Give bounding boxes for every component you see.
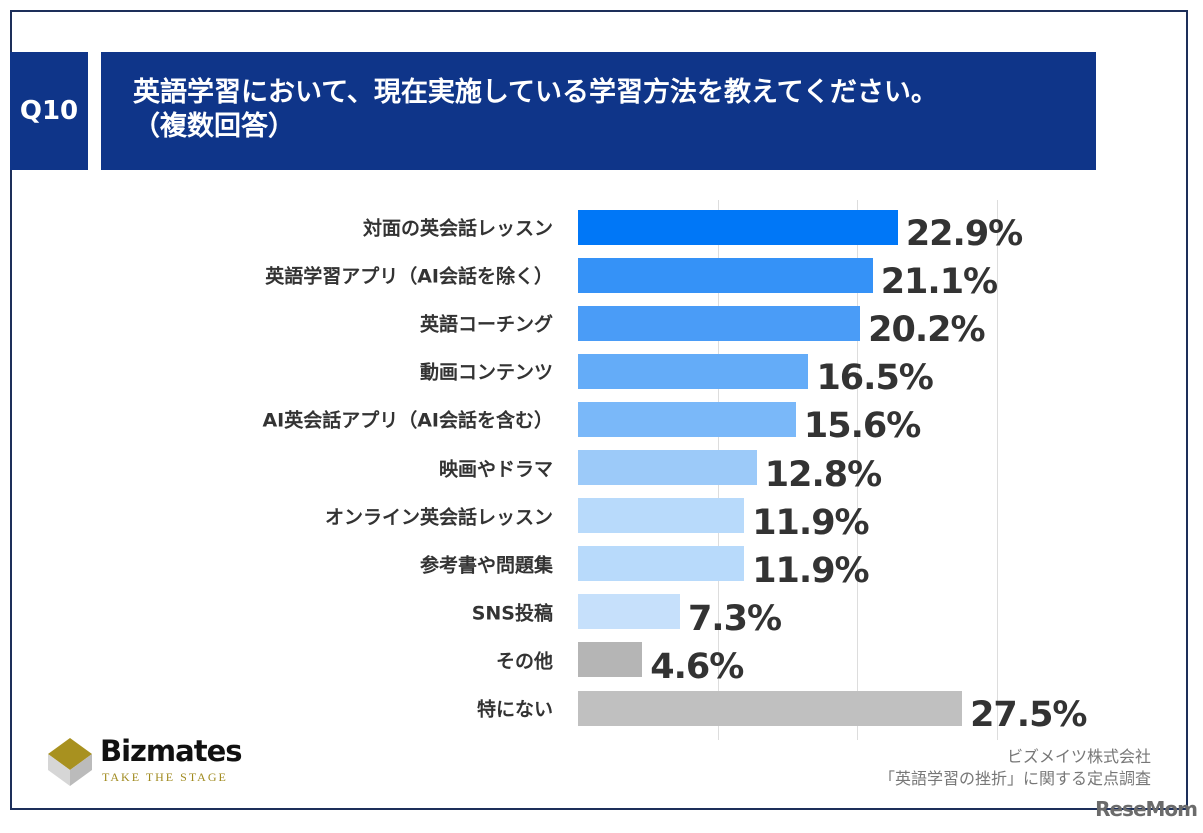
category-label: 英語学習アプリ（AI会話を除く） — [265, 265, 553, 288]
bizmates-logo: Bizmates TAKE THE STAGE — [48, 734, 243, 790]
category-label: 映画やドラマ — [438, 458, 553, 480]
category-label: 特にない — [476, 698, 553, 721]
bar — [578, 546, 745, 582]
data-label: 16.5% — [816, 358, 933, 399]
bar — [578, 401, 796, 437]
category-label: 英語コーチング — [419, 313, 553, 336]
data-label: 21.1% — [880, 262, 998, 303]
title-line-2: （複数回答） — [133, 111, 295, 142]
watermark: ReseMom — [1095, 797, 1198, 821]
bar — [578, 209, 898, 245]
category-label: 動画コンテンツ — [419, 361, 553, 384]
source-note: ビズメイツ株式会社 「英語学習の挫折」に関する定点調査 — [879, 746, 1151, 790]
category-label: オンライン英会話レッスン — [324, 506, 553, 529]
source-company: ビズメイツ株式会社 — [1006, 747, 1151, 766]
data-label: 7.3% — [687, 598, 782, 639]
bar — [578, 690, 963, 726]
bar — [578, 305, 861, 341]
question-title: 英語学習において、現在実施している学習方法を教えてください。 （複数回答） — [101, 52, 1096, 170]
data-label: 22.9% — [905, 214, 1023, 255]
bar — [578, 450, 757, 485]
brand-name: Bizmates — [100, 734, 243, 768]
bar — [578, 642, 643, 678]
category-label: その他 — [495, 650, 553, 673]
gridline — [997, 200, 998, 740]
chart-frame — [10, 10, 1188, 810]
category-label: 参考書や問題集 — [419, 554, 553, 577]
category-label: 対面の英会話レッスン — [362, 217, 553, 240]
data-label: 15.6% — [803, 406, 921, 447]
source-survey: 「英語学習の挫折」に関する定点調査 — [878, 769, 1151, 788]
category-label: SNS投稿 — [471, 602, 553, 625]
bar — [578, 498, 745, 534]
question-number: Q10 — [10, 52, 88, 170]
bar — [578, 594, 680, 630]
brand-tagline: TAKE THE STAGE — [102, 770, 228, 784]
data-label: 20.2% — [868, 310, 985, 351]
bar — [578, 257, 873, 293]
data-label: 4.6% — [650, 647, 744, 688]
bizmates-logo-icon — [48, 738, 92, 786]
gridline — [857, 200, 859, 740]
data-label: 12.8% — [764, 454, 882, 495]
bar — [578, 353, 809, 389]
data-label: 11.9% — [752, 502, 869, 543]
category-label: AI英会話アプリ（AI会話を含む） — [262, 409, 553, 432]
data-label: 11.9% — [752, 550, 869, 591]
title-line-1: 英語学習において、現在実施している学習方法を教えてください。 — [133, 77, 938, 108]
data-label: 27.5% — [970, 695, 1087, 736]
